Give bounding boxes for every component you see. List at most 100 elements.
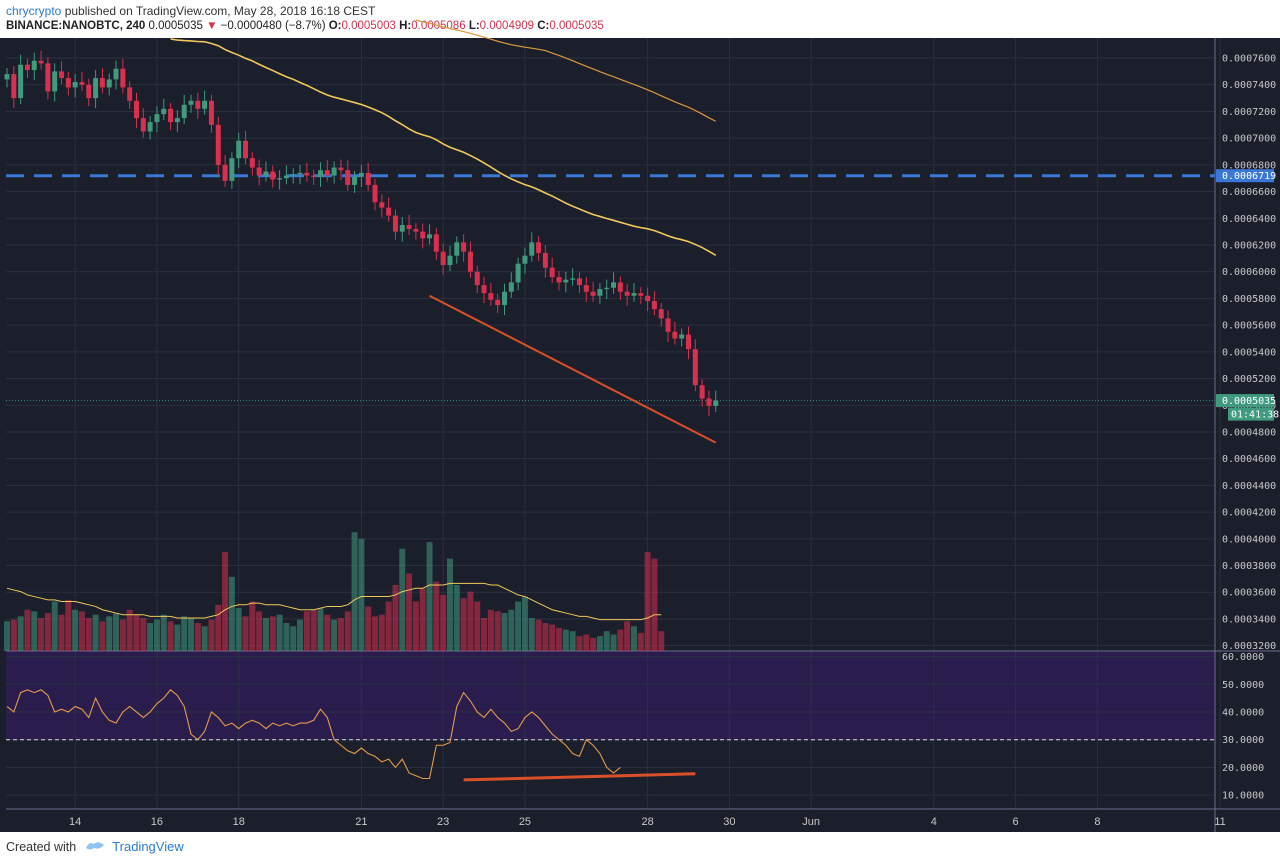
volume-bar bbox=[4, 621, 10, 651]
candle-body bbox=[229, 158, 235, 181]
candle-body bbox=[188, 100, 194, 105]
volume-bar bbox=[365, 606, 372, 651]
candle-body bbox=[515, 263, 521, 283]
time-tick-label: Jun bbox=[802, 816, 820, 828]
candle-body bbox=[345, 170, 351, 185]
tradingview-logo-icon[interactable] bbox=[84, 838, 106, 855]
candle-body bbox=[127, 87, 133, 101]
rsi-trendline bbox=[463, 772, 696, 782]
volume-bar bbox=[392, 585, 399, 651]
candle-body bbox=[638, 293, 644, 296]
volume-bar bbox=[576, 636, 583, 651]
volume-bar bbox=[153, 619, 160, 651]
moving-averages bbox=[170, 19, 717, 256]
symbol-label: BINANCE:NANOBTC, 240 bbox=[6, 20, 146, 32]
time-tick-label: 4 bbox=[931, 816, 937, 828]
support-line[interactable] bbox=[6, 174, 1215, 402]
candle-body bbox=[202, 100, 208, 109]
volume-bar bbox=[467, 591, 474, 651]
volume-bar bbox=[215, 604, 222, 651]
volume-bar bbox=[194, 622, 201, 651]
time-tick-label: 14 bbox=[69, 816, 81, 828]
volume-bar bbox=[515, 601, 522, 651]
price-labels: 0.0006719 0.0005035 01:41:38 bbox=[1216, 169, 1279, 421]
volume-bar bbox=[446, 558, 453, 651]
candle-body bbox=[699, 385, 705, 399]
rsi-tick-label: 30.0000 bbox=[1222, 735, 1264, 746]
candle-body bbox=[645, 295, 651, 302]
candle-body bbox=[542, 253, 548, 268]
candle-body bbox=[120, 68, 126, 88]
volume-bar bbox=[378, 614, 385, 651]
price-tick-label: 0.0006400 bbox=[1222, 214, 1276, 225]
volume-bar bbox=[494, 611, 501, 651]
candle-body bbox=[93, 78, 99, 99]
volume-ma-line bbox=[6, 582, 662, 621]
candle-body bbox=[372, 184, 378, 203]
volume-bar bbox=[113, 613, 120, 651]
candle-body bbox=[392, 215, 398, 232]
change-text: −0.0000480 (−8.7%) bbox=[220, 20, 326, 32]
candle-body bbox=[277, 178, 283, 180]
publish-info: chrycrypto published on TradingView.com,… bbox=[6, 4, 375, 18]
candle-body bbox=[420, 231, 426, 239]
candle-body bbox=[597, 289, 603, 296]
candle-body bbox=[508, 282, 514, 292]
candle-body bbox=[283, 175, 289, 179]
candle-body bbox=[481, 285, 487, 294]
price-tick-label: 0.0007200 bbox=[1222, 107, 1276, 118]
volume-bar bbox=[630, 626, 637, 651]
close-value: 0.0005035 bbox=[549, 20, 604, 32]
volume-bars bbox=[4, 532, 665, 651]
candle-body bbox=[665, 318, 671, 332]
volume-bar bbox=[174, 624, 181, 651]
candle-body bbox=[65, 78, 71, 88]
candle-body bbox=[106, 79, 112, 88]
price-tick-label: 0.0004800 bbox=[1222, 427, 1276, 438]
rsi-band-fill bbox=[6, 651, 1215, 740]
volume-bar bbox=[474, 601, 481, 651]
volume-bar bbox=[10, 619, 17, 651]
volume-bar bbox=[617, 629, 624, 651]
volume-bar bbox=[106, 616, 113, 651]
last-price-tag bbox=[1216, 394, 1274, 408]
candle-body bbox=[692, 349, 698, 386]
time-tick-label: 23 bbox=[437, 816, 449, 828]
candle-body bbox=[140, 118, 146, 132]
volume-bar bbox=[344, 611, 351, 651]
tradingview-brand[interactable]: TradingView bbox=[112, 839, 184, 854]
candle-body bbox=[406, 224, 412, 229]
time-tick-label: 21 bbox=[355, 816, 367, 828]
candle-body bbox=[324, 170, 330, 176]
volume-bar bbox=[562, 629, 569, 651]
volume-bar bbox=[644, 552, 651, 651]
volume-bar bbox=[201, 626, 208, 651]
trend-lines[interactable] bbox=[429, 294, 717, 782]
author-name[interactable]: chrycrypto bbox=[6, 4, 62, 18]
candle-body bbox=[352, 176, 358, 185]
candle-body bbox=[113, 68, 119, 80]
volume-bar bbox=[535, 619, 542, 651]
price-tick-label: 0.0004000 bbox=[1222, 534, 1276, 545]
price-tick-label: 0.0004200 bbox=[1222, 508, 1276, 519]
countdown-tag bbox=[1228, 407, 1274, 421]
volume-bar bbox=[460, 598, 467, 651]
candle-body bbox=[365, 172, 371, 185]
candle-body bbox=[686, 334, 691, 350]
rsi-tick-label: 60.0000 bbox=[1222, 652, 1264, 663]
volume-bar bbox=[658, 631, 665, 651]
volume-bar bbox=[569, 631, 576, 651]
volume-bar bbox=[242, 616, 249, 651]
volume-bar bbox=[276, 614, 283, 651]
price-trendline bbox=[429, 294, 717, 444]
volume-bar bbox=[440, 594, 447, 651]
candle-body bbox=[208, 100, 214, 125]
candle-body bbox=[236, 140, 242, 159]
candle-body bbox=[651, 301, 657, 310]
volume-bar bbox=[419, 588, 426, 651]
candle-body bbox=[161, 108, 167, 115]
grid bbox=[6, 38, 1280, 832]
volume-bar bbox=[303, 611, 310, 651]
price-tick-label: 0.0004600 bbox=[1222, 454, 1276, 465]
